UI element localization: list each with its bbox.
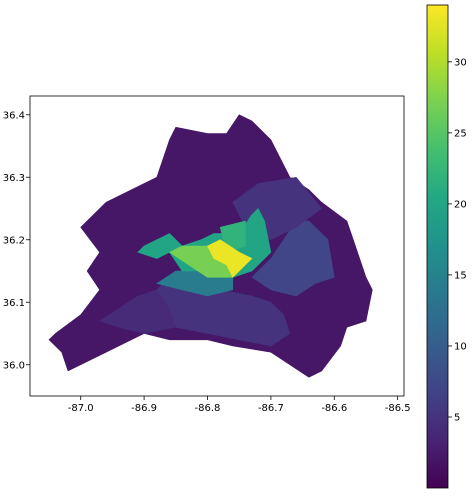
x-axis: -87.0 -86.9 -86.8 -86.7 -86.6 -86.5 bbox=[68, 396, 411, 414]
colorbar-tick-label-5: 30 bbox=[454, 57, 467, 68]
x-tick-label-0: -87.0 bbox=[68, 403, 94, 414]
colorbar-tick-label-0: 5 bbox=[454, 412, 460, 423]
y-tick-label-2: 36.2 bbox=[3, 235, 25, 246]
colorbar-tick-label-4: 25 bbox=[454, 128, 467, 139]
colorbar-axis: 5 10 15 20 25 30 bbox=[448, 57, 467, 423]
colorbar-tick-label-3: 20 bbox=[454, 199, 467, 210]
colorbar-tick-label-2: 15 bbox=[454, 270, 467, 281]
plot-frame bbox=[29, 95, 405, 397]
colorbar bbox=[426, 4, 449, 489]
y-tick-label-0: 36.0 bbox=[3, 360, 25, 371]
x-tick-label-1: -86.9 bbox=[131, 403, 157, 414]
y-tick-label-1: 36.1 bbox=[3, 298, 25, 309]
y-tick-label-4: 36.4 bbox=[3, 110, 25, 121]
x-tick-label-2: -86.8 bbox=[195, 403, 221, 414]
colorbar-tick-label-1: 10 bbox=[454, 341, 467, 352]
y-tick-label-3: 36.3 bbox=[3, 173, 25, 184]
map-region-9 bbox=[207, 239, 253, 278]
map-regions bbox=[48, 114, 373, 378]
x-tick-label-4: -86.6 bbox=[321, 403, 347, 414]
map-region-3 bbox=[251, 220, 335, 297]
x-tick-label-3: -86.7 bbox=[258, 403, 284, 414]
y-axis: 36.0 36.1 36.2 36.3 36.4 bbox=[3, 110, 30, 371]
x-tick-label-5: -86.5 bbox=[385, 403, 411, 414]
